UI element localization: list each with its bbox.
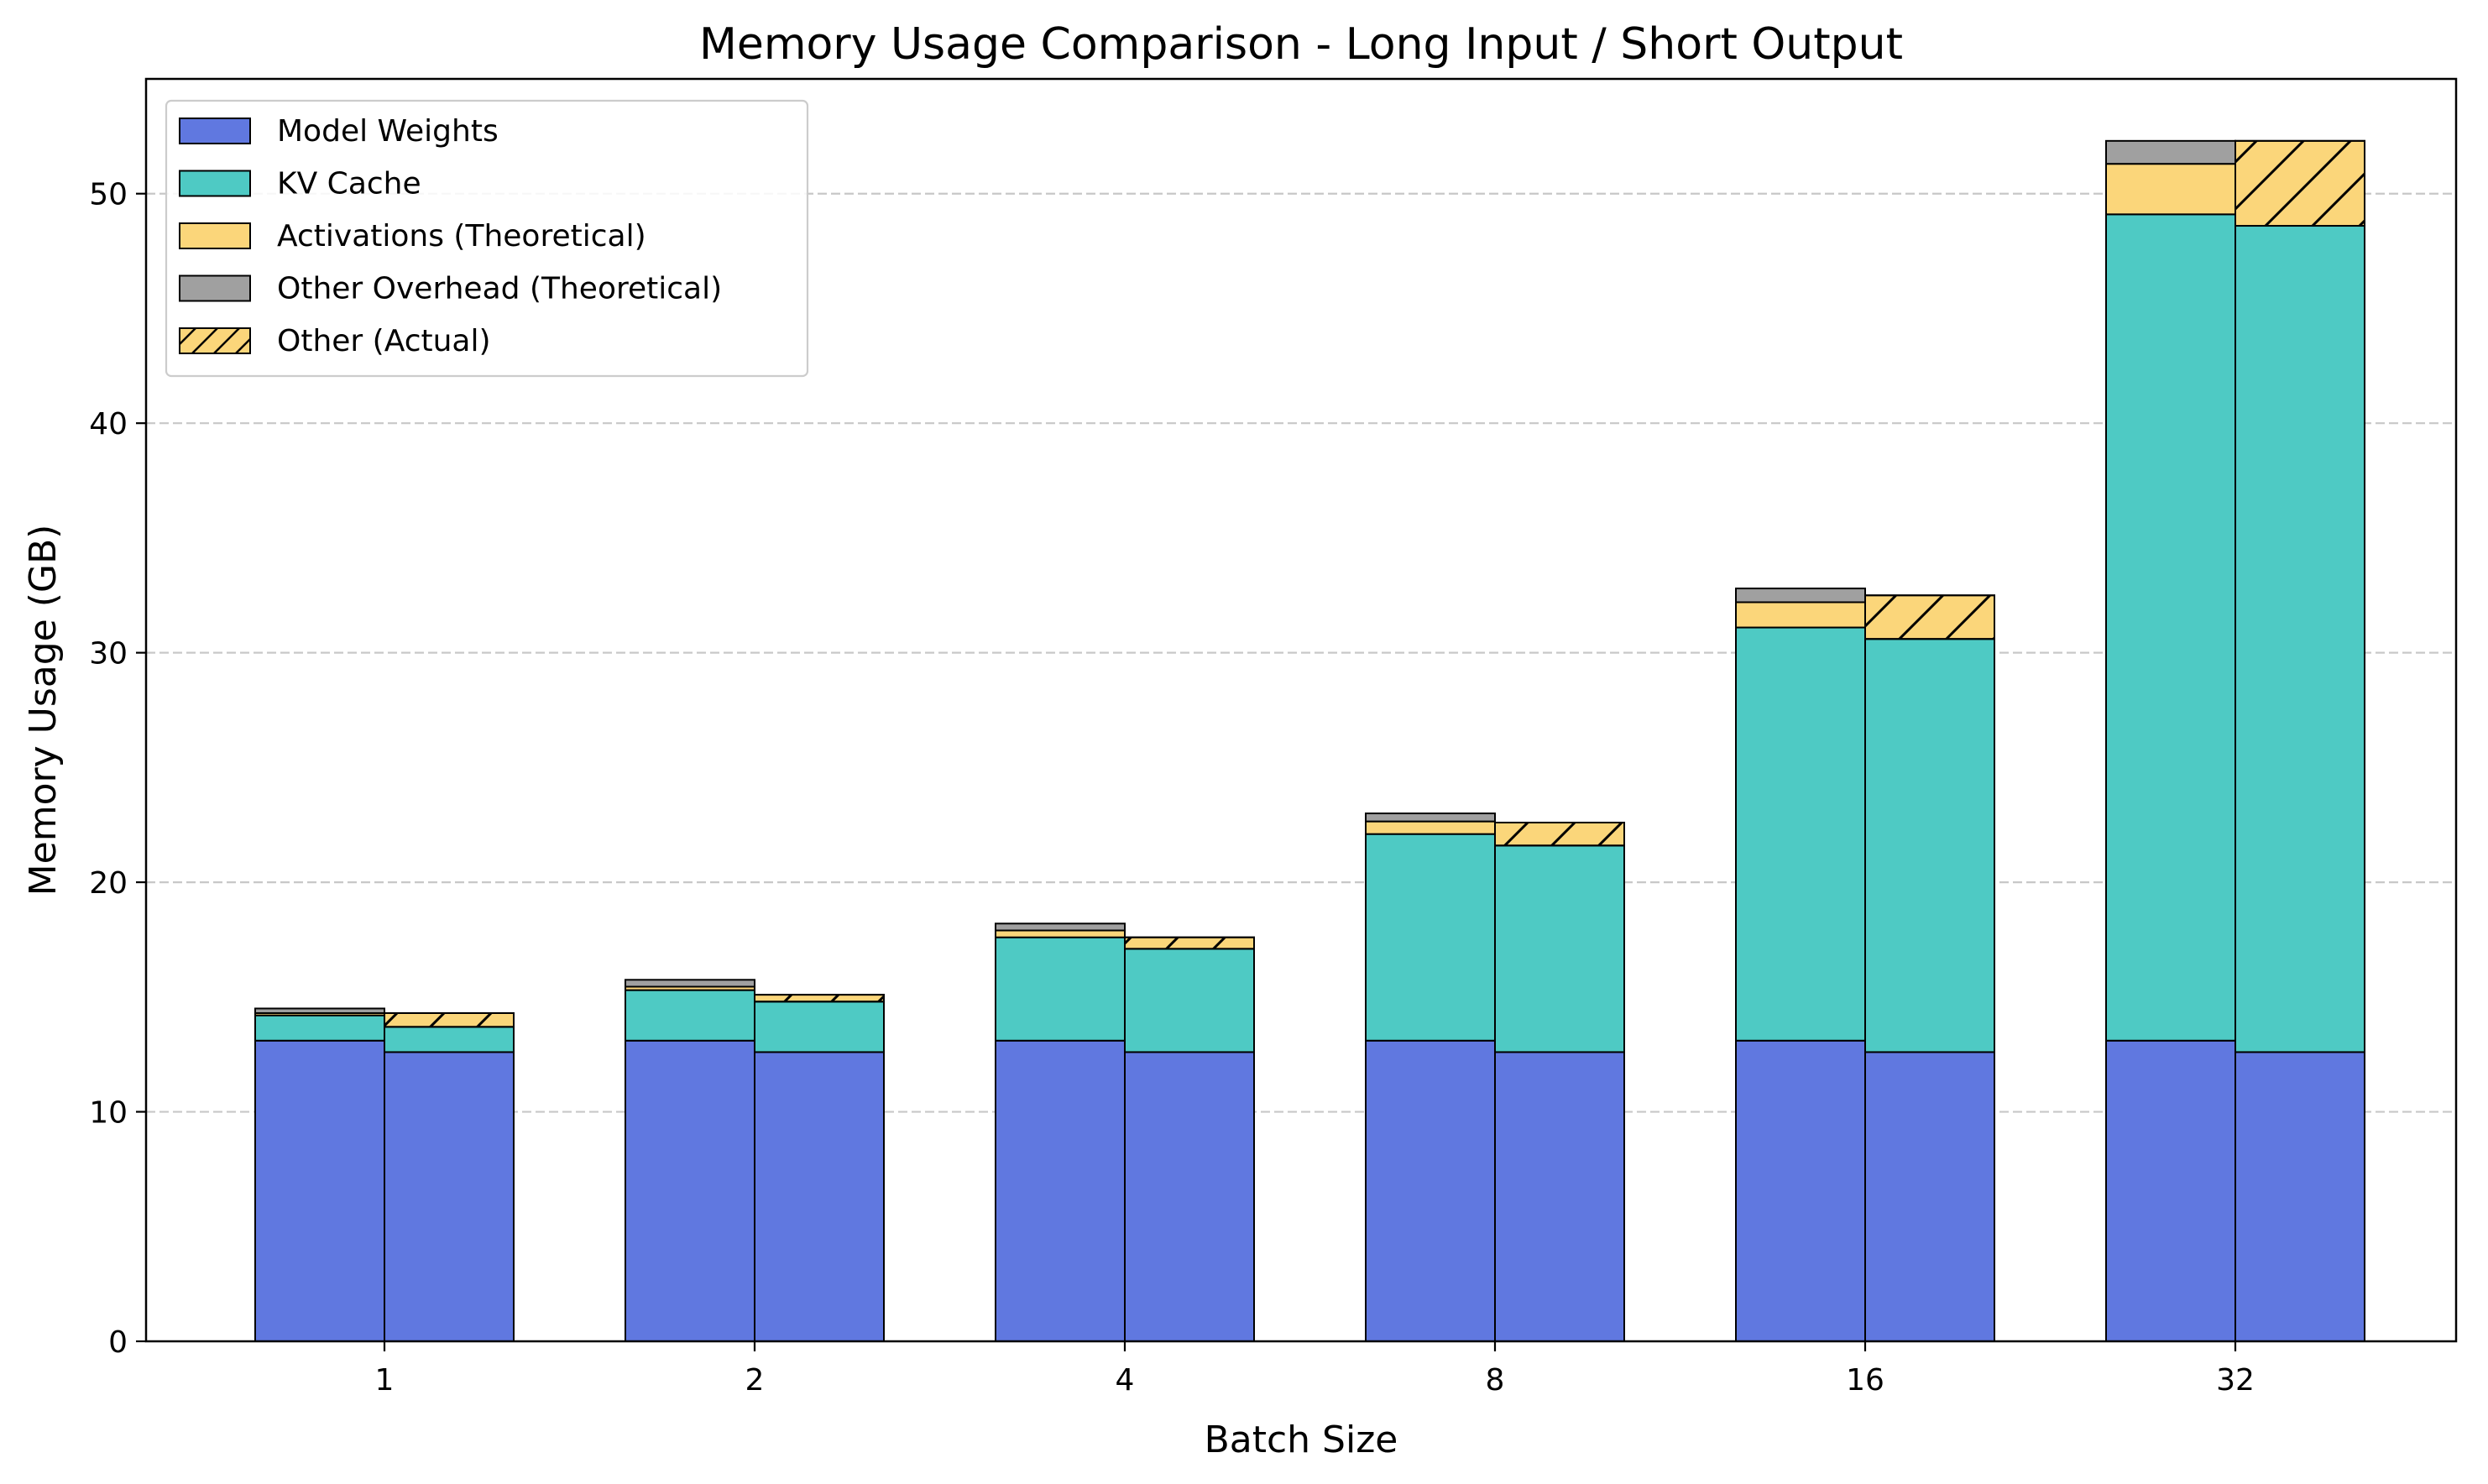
legend-swatch	[179, 222, 251, 249]
bar-actual-kv-cache	[2234, 225, 2365, 1053]
bar-theoretical-other-overhead	[995, 922, 1126, 932]
bar-actual-model-weights	[2234, 1051, 2365, 1342]
legend-label: Other (Actual)	[277, 324, 491, 358]
x-tick-label: 1	[375, 1363, 395, 1398]
legend-label: KV Cache	[277, 167, 421, 201]
legend-swatch	[179, 170, 251, 197]
y-tick-label: 50	[89, 178, 128, 212]
legend-box	[165, 99, 809, 378]
bar-theoretical-model-weights	[254, 1039, 385, 1342]
bars	[254, 139, 2365, 1342]
x-axis: 1 2 4 8 16 32	[375, 1341, 2255, 1398]
bar-theoretical-model-weights	[995, 1039, 1126, 1342]
bar-actual-other-hatch	[1864, 594, 1995, 640]
bar-theoretical-activations	[2105, 163, 2236, 216]
bar-actual-model-weights	[1864, 1051, 1995, 1342]
bar-theoretical-other-overhead	[625, 979, 755, 988]
bar-theoretical-kv-cache	[1365, 833, 1496, 1042]
x-tick-label: 2	[745, 1363, 765, 1398]
bar-theoretical-activations	[1365, 820, 1496, 835]
y-tick-label: 10	[89, 1096, 128, 1131]
bar-theoretical-activations	[995, 929, 1126, 938]
bar-theoretical-other-overhead	[1735, 588, 1866, 604]
bar-theoretical-model-weights	[1365, 1039, 1496, 1342]
bar-actual-other-hatch	[754, 994, 885, 1003]
legend-swatch-hatch	[179, 327, 251, 354]
bar-actual-other-hatch	[1494, 821, 1625, 847]
x-axis-label: Batch Size	[1205, 1419, 1398, 1461]
y-tick-label: 40	[89, 407, 128, 442]
bar-theoretical-activations	[1735, 601, 1866, 629]
bar-actual-kv-cache	[1124, 948, 1255, 1053]
bar-actual-model-weights	[1494, 1051, 1625, 1342]
bar-actual-kv-cache	[1494, 844, 1625, 1053]
bar-theoretical-kv-cache	[1735, 626, 1866, 1042]
x-tick-label: 8	[1486, 1363, 1505, 1398]
y-tick-label: 0	[108, 1325, 128, 1360]
bar-actual-kv-cache	[754, 1001, 885, 1053]
x-tick-label: 16	[1846, 1363, 1884, 1398]
legend-swatch	[179, 118, 251, 144]
bar-actual-kv-cache	[1864, 638, 1995, 1053]
bar-theoretical-kv-cache	[2105, 213, 2236, 1042]
legend-label: Other Overhead (Theoretical)	[277, 272, 722, 306]
plot-frame	[144, 77, 2458, 1343]
bar-actual-kv-cache	[384, 1026, 515, 1053]
y-tick-label: 20	[89, 866, 128, 901]
y-tick-label: 30	[89, 637, 128, 671]
bar-actual-model-weights	[384, 1051, 515, 1342]
legend-label: Model Weights	[277, 114, 499, 149]
bar-theoretical-model-weights	[2105, 1039, 2236, 1342]
x-tick-label: 32	[2216, 1363, 2255, 1398]
legend: Model Weights KV Cache Activations (Theore…	[165, 99, 809, 378]
bar-theoretical-model-weights	[1735, 1039, 1866, 1342]
x-tick-label: 4	[1116, 1363, 1135, 1398]
bar-theoretical-other-overhead	[2105, 139, 2236, 165]
bar-theoretical-kv-cache	[625, 989, 755, 1042]
bar-theoretical-other-overhead	[1365, 813, 1496, 823]
bar-actual-model-weights	[754, 1051, 885, 1342]
bar-theoretical-kv-cache	[995, 936, 1126, 1042]
legend-swatch	[179, 274, 251, 302]
bar-theoretical-kv-cache	[254, 1014, 385, 1042]
bar-theoretical-other-overhead	[254, 1007, 385, 1014]
bar-actual-other-hatch	[2234, 139, 2365, 227]
bar-actual-model-weights	[1124, 1051, 1255, 1342]
bar-actual-other-hatch	[1124, 936, 1255, 950]
bar-theoretical-model-weights	[625, 1039, 755, 1342]
y-axis: 0 10 20 30 40 50	[89, 178, 146, 1360]
y-axis-label: Memory Usage (GB)	[22, 525, 65, 896]
bar-actual-other-hatch	[384, 1011, 515, 1028]
chart-title: Memory Usage Comparison - Long Input / S…	[699, 19, 1903, 70]
legend-label: Activations (Theoretical)	[277, 219, 646, 253]
